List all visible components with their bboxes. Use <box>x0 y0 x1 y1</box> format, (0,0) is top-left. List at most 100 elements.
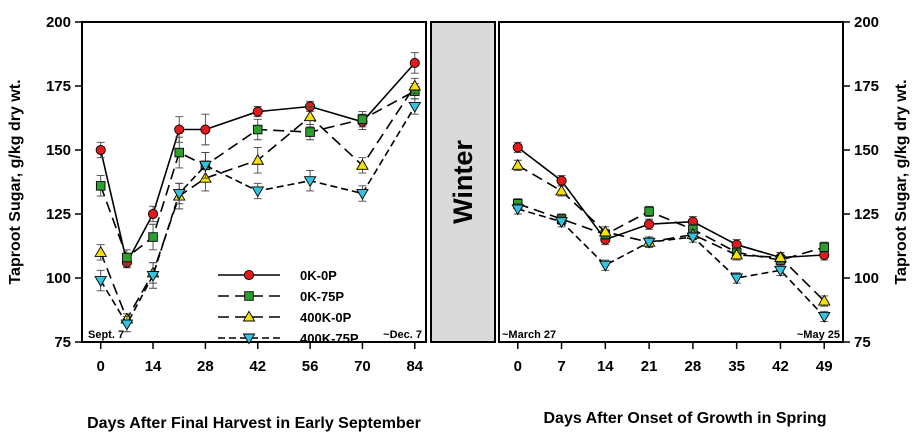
legend-label: 0K-0P <box>300 268 337 283</box>
left-data-point <box>199 160 212 172</box>
left-y-tick-label: 75 <box>54 334 71 351</box>
legend: 0K-0P 0K-75P 400K-0P 400K-75P <box>218 268 359 346</box>
right-end-date-label: ~May 25 <box>797 329 840 341</box>
right-series-line <box>517 208 825 317</box>
right-data-point <box>644 206 654 217</box>
left-data-point <box>174 124 185 135</box>
right-data-point <box>774 265 787 277</box>
legend-marker <box>244 291 254 301</box>
left-series-line <box>99 85 416 321</box>
right-data-point <box>817 294 831 306</box>
right-series-line <box>517 164 825 302</box>
left-data-point <box>120 319 134 331</box>
right-x-tick-label: 14 <box>597 358 614 375</box>
left-end-date-label: ~Dec. 7 <box>383 329 422 341</box>
series-layer <box>94 52 831 333</box>
left-data-point <box>303 176 317 188</box>
right-x-axis-title: Days After Onset of Growth in Spring <box>544 410 827 427</box>
left-y-tick-label: 125 <box>46 206 71 223</box>
left-data-point <box>303 110 317 122</box>
left-data-point <box>200 124 211 135</box>
right-data-point <box>598 260 612 272</box>
left-data-point <box>251 186 265 198</box>
right-x-tick-label: 0 <box>514 358 522 375</box>
right-series-line <box>517 146 825 259</box>
right-x-tick-label: 49 <box>816 358 833 375</box>
right-y-tick-label: 125 <box>854 206 879 223</box>
left-data-point <box>148 232 158 242</box>
legend-label: 0K-75P <box>300 289 344 304</box>
left-plot-frame <box>81 21 427 343</box>
left-series-3 <box>94 98 422 333</box>
right-data-point <box>730 248 744 260</box>
left-data-point <box>252 124 263 135</box>
left-x-tick-label: 0 <box>97 358 105 375</box>
right-x-tick-label: 28 <box>685 358 702 375</box>
right-y-tick-label: 100 <box>854 270 879 287</box>
left-x-tick-label: 42 <box>249 358 266 375</box>
left-x-tick-label: 70 <box>354 358 371 375</box>
right-data-point <box>817 311 831 323</box>
left-x-tick-label: 56 <box>302 358 319 375</box>
right-x-tick-label: 35 <box>728 358 745 375</box>
right-data-point <box>642 237 656 249</box>
left-data-point <box>94 245 108 257</box>
left-x-tick-label: 28 <box>197 358 214 375</box>
right-y-tick-label: 150 <box>854 142 879 159</box>
right-data-point <box>644 219 655 230</box>
legend-marker <box>242 333 256 345</box>
right-x-tick-label: 21 <box>641 358 658 375</box>
left-y-axis-title: Taproot Sugar, g/kg dry wt. <box>7 79 24 284</box>
left-x-axis-title: Days After Final Harvest in Early Septem… <box>87 415 421 432</box>
right-data-point <box>555 184 568 196</box>
left-data-point <box>95 144 106 156</box>
left-data-point <box>251 153 265 165</box>
left-x-tick-label: 84 <box>406 358 423 375</box>
left-data-point <box>95 181 106 191</box>
winter-label: Winter <box>448 140 478 224</box>
right-data-point <box>556 175 567 186</box>
right-x-tick-label: 42 <box>772 358 789 375</box>
left-data-point <box>122 252 132 263</box>
right-data-point <box>598 225 612 237</box>
left-data-point <box>408 102 422 113</box>
right-data-point <box>730 273 744 285</box>
left-series-line <box>100 106 416 326</box>
right-data-point <box>774 251 787 262</box>
left-data-point <box>305 127 315 137</box>
left-data-point <box>356 189 369 201</box>
right-data-point <box>511 158 525 170</box>
right-start-date-label: ~March 27 <box>502 329 556 341</box>
left-x-tick-label: 14 <box>145 358 162 375</box>
left-start-date-label: Sept. 7 <box>88 329 124 341</box>
right-data-point <box>511 204 525 216</box>
left-data-point <box>356 158 369 170</box>
left-data-point <box>172 189 186 201</box>
left-data-point <box>147 208 159 220</box>
legend-marker <box>242 310 256 322</box>
legend-marker <box>243 269 255 281</box>
left-y-tick-label: 150 <box>46 142 71 159</box>
left-data-point <box>409 57 420 69</box>
right-x-tick-label: 7 <box>557 358 565 375</box>
right-data-point <box>512 142 523 153</box>
left-data-point <box>408 79 422 91</box>
right-y-tick-label: 175 <box>854 78 879 95</box>
right-data-point <box>686 232 700 244</box>
left-data-point <box>252 106 263 117</box>
left-data-point <box>357 114 368 125</box>
left-data-point <box>146 270 160 282</box>
legend-label: 400K-75P <box>300 331 359 346</box>
left-data-point <box>174 147 184 158</box>
right-data-point <box>555 217 568 229</box>
right-y-tick-label: 200 <box>854 14 879 31</box>
right-plot-frame <box>498 21 844 343</box>
left-y-tick-label: 200 <box>46 14 71 31</box>
left-y-tick-label: 100 <box>46 270 71 287</box>
right-y-axis-title: Taproot Sugar, g/kg dry wt. <box>893 79 910 284</box>
winter-divider-box <box>430 21 496 343</box>
right-y-tick-label: 75 <box>854 334 871 351</box>
right-series-3 <box>511 203 831 323</box>
legend-label: 400K-0P <box>300 310 352 325</box>
